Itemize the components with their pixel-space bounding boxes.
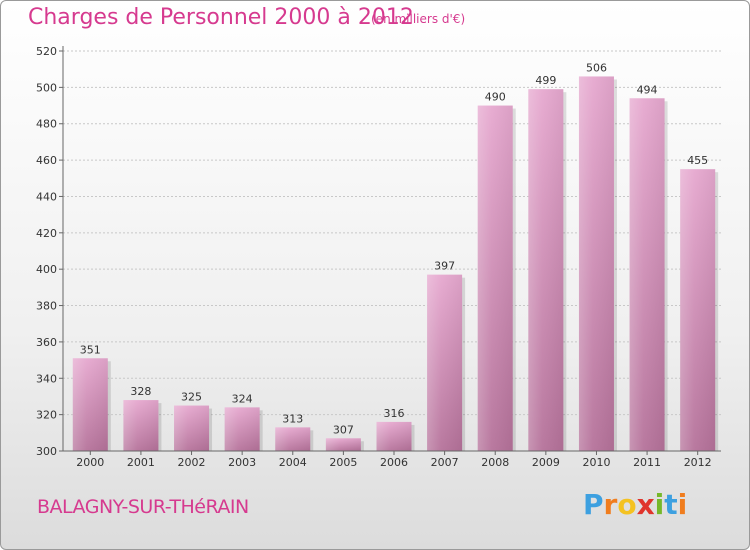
bar-highlight [528,89,564,451]
commune-name: BALAGNY-SUR-THéRAIN [37,496,249,518]
x-tick-label: 2006 [380,456,408,469]
data-label: 499 [535,74,556,87]
y-tick-label: 360 [36,336,57,349]
bar-highlight [427,274,463,451]
bar-highlight [376,421,412,451]
x-tick-label: 2007 [431,456,459,469]
data-label: 313 [282,412,303,425]
chart-subtitle: (en milliers d'€) [371,12,466,26]
y-tick-label: 440 [36,190,57,203]
x-tick-label: 2004 [279,456,307,469]
bar-highlight [680,169,716,451]
y-tick-label: 400 [36,263,57,276]
bar-highlight [325,438,361,451]
x-tick-label: 2010 [582,456,610,469]
x-tick-label: 2011 [633,456,661,469]
bar-highlight [578,76,614,452]
y-tick-label: 500 [36,81,57,94]
bar-highlight [174,405,210,451]
y-tick-label: 320 [36,409,57,422]
bar-highlight [477,105,513,451]
x-tick-label: 2000 [76,456,104,469]
data-label: 397 [434,260,455,273]
x-tick-label: 2002 [178,456,206,469]
x-tick-label: 2012 [684,456,712,469]
bar-highlight [275,427,311,451]
y-tick-label: 420 [36,227,57,240]
y-tick-label: 300 [36,445,57,458]
data-label: 351 [80,343,101,356]
data-label: 307 [333,423,354,436]
proxiti-logo: Proxiti [583,488,688,521]
bar-highlight [123,400,159,451]
bar-highlight [224,407,260,451]
data-label: 328 [130,385,151,398]
y-tick-label: 340 [36,372,57,385]
bar-highlight [629,98,665,451]
x-tick-label: 2001 [127,456,155,469]
x-tick-label: 2003 [228,456,256,469]
chart-title: Charges de Personnel 2000 à 2012 [28,5,414,30]
x-tick-label: 2008 [481,456,509,469]
data-label: 506 [586,61,607,74]
y-tick-label: 480 [36,118,57,131]
x-tick-label: 2009 [532,456,560,469]
data-label: 490 [485,91,506,104]
data-label: 325 [181,391,202,404]
data-label: 324 [232,392,253,405]
x-tick-label: 2005 [329,456,357,469]
data-label: 455 [687,154,708,167]
y-tick-label: 380 [36,300,57,313]
bar-highlight [72,358,108,451]
data-label: 494 [637,83,658,96]
data-label: 316 [384,407,405,420]
y-tick-label: 520 [36,45,57,58]
y-tick-label: 460 [36,154,57,167]
